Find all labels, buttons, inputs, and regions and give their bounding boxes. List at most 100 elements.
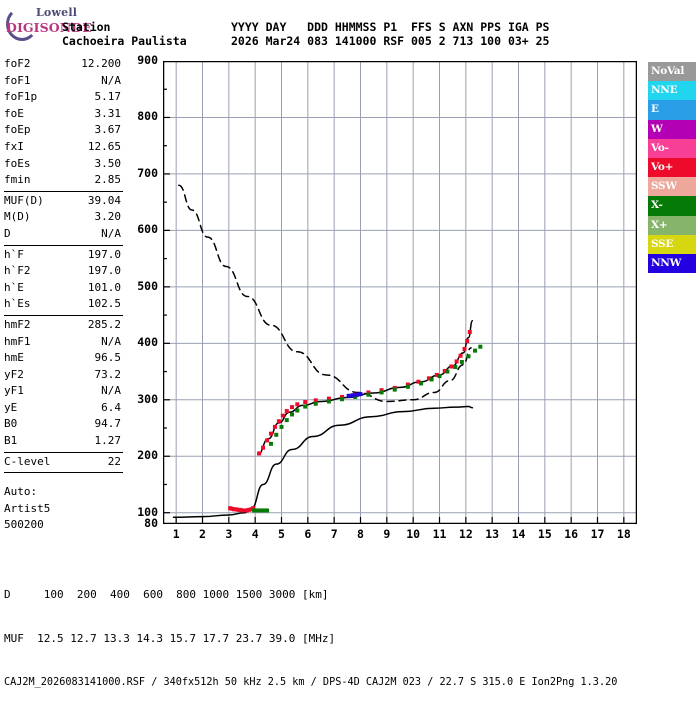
legend-item-nnw[interactable]: NNW	[648, 253, 696, 274]
data-point	[295, 402, 300, 407]
param-key: yF1	[4, 384, 24, 398]
data-point	[242, 508, 247, 513]
legend-item-nne[interactable]: NNE	[648, 81, 696, 101]
data-point	[340, 394, 345, 399]
param-value: 3.31	[94, 106, 122, 120]
param-value: 101.0	[87, 280, 121, 294]
x-tick-label: 14	[511, 527, 526, 541]
param-row: M(D) 3.20	[4, 210, 123, 227]
data-point	[259, 508, 264, 513]
param-row: foF1p 5.17	[4, 90, 123, 107]
ionogram-plot[interactable]	[163, 61, 637, 524]
param-value: 5.17	[94, 90, 122, 104]
data-point	[405, 382, 410, 387]
data-point	[462, 346, 467, 351]
param-key: yF2	[4, 367, 24, 381]
param-key: foE	[4, 106, 24, 120]
param-row: yE 6.4	[4, 401, 123, 418]
param-row: h`F2 197.0	[4, 264, 123, 281]
param-value: 12.65	[87, 139, 121, 153]
param-value: 73.2	[94, 367, 122, 381]
param-row: B1 1.27	[4, 434, 123, 451]
param-row: fmin 2.85	[4, 173, 123, 190]
divider	[4, 451, 123, 453]
series-mixed-polarization-markers-nne-e-nnw-	[346, 392, 363, 398]
data-point	[366, 390, 371, 395]
data-point	[445, 369, 450, 374]
data-point	[419, 381, 424, 386]
data-point	[240, 508, 245, 513]
param-key: h`E	[4, 280, 24, 294]
logo-lowell-text: Lowell	[36, 6, 78, 19]
data-point	[366, 392, 371, 397]
data-point	[290, 405, 295, 410]
legend-item-vo-[interactable]: Vo+	[648, 157, 696, 178]
y-tick-label: 900	[137, 53, 158, 67]
legend-item-ssw[interactable]: SSW	[648, 177, 696, 197]
data-point	[429, 377, 434, 382]
digisonde-logo: Lowell DIGISONDE	[6, 4, 110, 41]
data-point	[303, 404, 308, 409]
station-label: Station	[62, 20, 111, 34]
data-point	[454, 359, 459, 364]
data-point	[268, 431, 273, 436]
data-point	[251, 506, 256, 511]
data-point	[313, 401, 318, 406]
param-key: M(D)	[4, 210, 31, 224]
y-tick-label: 200	[137, 448, 158, 463]
chart-gridlines	[163, 61, 637, 524]
param-key: h`F2	[4, 264, 31, 278]
param-row: fxI 12.65	[4, 140, 123, 157]
divider	[4, 472, 123, 474]
param-value: 2.85	[94, 173, 122, 187]
legend-item-e[interactable]: E	[648, 100, 696, 120]
legend-item-w[interactable]: W	[648, 119, 696, 139]
x-tick-label: 17	[590, 527, 605, 541]
data-point	[449, 364, 454, 369]
footer-distance-row: D 100 200 400 600 800 1000 1500 3000 [km…	[4, 588, 329, 602]
param-value: 197.0	[87, 264, 121, 278]
curve-muf-d-curve	[178, 184, 472, 403]
param-value: 12.200	[81, 57, 121, 70]
x-tick-label: 2	[199, 527, 206, 541]
legend-item-noval[interactable]: NoVal	[648, 62, 696, 82]
data-point	[392, 387, 397, 392]
x-tick-label: 10	[406, 527, 421, 541]
series-e-layer-ordinary-trace-vo-	[228, 506, 256, 513]
parameter-table: foF2 12.200 foF1 N/A foF1p 5.17 foE 3.31 foEp 3.6…	[4, 57, 123, 475]
divider	[4, 314, 123, 316]
data-point	[276, 419, 281, 424]
data-point	[274, 432, 279, 437]
x-tick-label: 9	[383, 527, 391, 541]
param-group-frequencies: foF2 12.200 foF1 N/A foF1p 5.17 foE 3.31 foEp 3.6…	[4, 57, 123, 190]
param-value: 22	[107, 454, 121, 468]
auto-line: Auto:	[4, 485, 38, 498]
param-key: B1	[4, 434, 18, 448]
divider	[4, 244, 123, 246]
y-axis-ticks: 80 100 200 300 400 500 600 700 800 900	[122, 0, 158, 600]
data-point	[379, 390, 384, 395]
legend-item-sse[interactable]: SSE	[648, 234, 696, 254]
param-key: hmF1	[4, 334, 31, 348]
data-point	[284, 409, 289, 414]
param-key: MUF(D)	[4, 193, 44, 207]
x-axis-ticks: 1 2 3 4 5 6 7 8 9 10 11 12 13 14 15 16 17 18	[0, 527, 700, 547]
legend-item-x-[interactable]: X-	[648, 196, 696, 216]
param-group-clevel: C-level 22	[4, 455, 123, 472]
param-value: 197.0	[87, 247, 121, 261]
param-row: hmF1 N/A	[4, 335, 123, 352]
data-point	[358, 392, 363, 397]
param-key: hmF2	[4, 317, 31, 331]
y-tick-label: 300	[137, 391, 158, 406]
data-point	[326, 396, 331, 401]
y-tick-label: 600	[137, 222, 158, 237]
data-point	[458, 353, 463, 358]
logo-digisonde-text: DIGISONDE	[6, 20, 92, 35]
param-group-virtual-heights: h`F 197.0 h`F2 197.0 h`E 101.0 h`Es 102.5	[4, 248, 123, 314]
legend-item-x-[interactable]: X+	[648, 215, 696, 235]
data-point	[434, 372, 439, 377]
param-value: 39.04	[87, 193, 121, 207]
param-key: h`Es	[4, 297, 31, 311]
legend-item-vo-[interactable]: Vo-	[648, 138, 696, 158]
data-point	[229, 506, 234, 511]
